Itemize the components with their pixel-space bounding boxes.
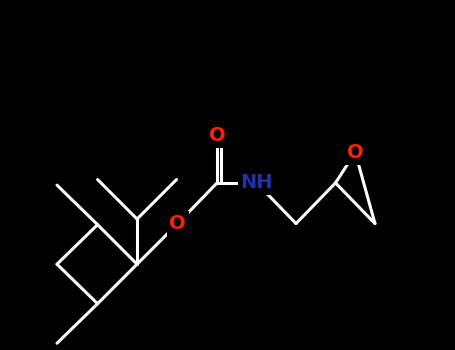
Text: O: O (169, 214, 186, 233)
Text: O: O (209, 126, 225, 145)
Text: O: O (347, 143, 364, 162)
Text: NH: NH (240, 173, 273, 193)
